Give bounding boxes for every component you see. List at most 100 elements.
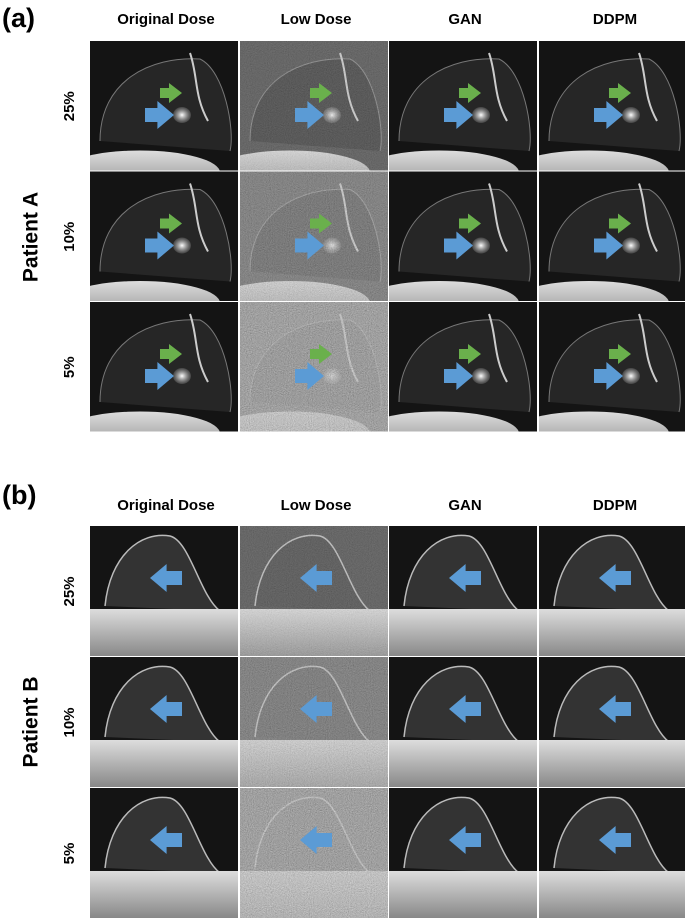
mri-image bbox=[240, 41, 388, 171]
mri-image bbox=[240, 788, 388, 918]
arrow bbox=[295, 231, 324, 260]
mri-image bbox=[240, 302, 388, 432]
mri-image bbox=[90, 526, 238, 656]
vessel bbox=[638, 313, 658, 383]
noise bbox=[240, 526, 388, 656]
vessel bbox=[488, 183, 508, 252]
mri-image bbox=[240, 171, 388, 301]
vessel bbox=[638, 52, 658, 122]
mri-image bbox=[539, 171, 685, 301]
mri-image bbox=[389, 302, 537, 432]
arrow bbox=[594, 231, 623, 260]
chest-wall bbox=[389, 150, 519, 171]
column-header: Original Dose bbox=[117, 497, 215, 514]
tissue-outline bbox=[398, 188, 531, 282]
arrow bbox=[459, 344, 481, 364]
arrow bbox=[444, 101, 473, 129]
arrow bbox=[609, 344, 631, 364]
mri-image bbox=[90, 302, 238, 432]
arrow bbox=[150, 826, 182, 854]
arrow bbox=[300, 564, 332, 592]
noise bbox=[240, 302, 388, 432]
arrow bbox=[449, 826, 481, 854]
patient-label: Patient B bbox=[20, 676, 43, 767]
arrow bbox=[609, 213, 631, 234]
row-label: 25% bbox=[61, 576, 78, 606]
chest-wall bbox=[539, 871, 685, 918]
mri-image bbox=[90, 788, 238, 918]
vessel bbox=[189, 313, 209, 383]
mri-image bbox=[389, 788, 537, 918]
panel-label: (b) bbox=[2, 480, 36, 510]
mri-image bbox=[240, 526, 388, 656]
arrow bbox=[310, 213, 332, 234]
row-label: 25% bbox=[61, 91, 78, 121]
row-label: 5% bbox=[61, 356, 78, 378]
arrow bbox=[459, 213, 481, 234]
chest-wall bbox=[389, 871, 537, 918]
column-header: Low Dose bbox=[281, 11, 352, 28]
mri-image bbox=[389, 526, 537, 656]
lesion bbox=[173, 368, 191, 384]
arrow bbox=[609, 83, 631, 103]
arrow bbox=[145, 101, 174, 129]
vessel bbox=[189, 183, 209, 252]
mri-image bbox=[539, 302, 685, 432]
arrow bbox=[300, 826, 332, 854]
column-header: DDPM bbox=[593, 497, 637, 514]
chest-wall bbox=[90, 150, 220, 171]
mri-image bbox=[389, 41, 537, 171]
arrow bbox=[599, 826, 631, 854]
lesion bbox=[173, 107, 191, 123]
tissue-outline bbox=[548, 188, 681, 282]
arrow bbox=[145, 362, 174, 390]
vessel bbox=[488, 313, 508, 383]
lesion bbox=[173, 237, 191, 254]
panel-label: (a) bbox=[2, 3, 35, 33]
mri-image bbox=[539, 526, 685, 656]
vessel bbox=[638, 183, 658, 252]
mri-image bbox=[389, 657, 537, 787]
arrow bbox=[160, 344, 182, 364]
mri-image bbox=[240, 657, 388, 787]
arrow bbox=[160, 213, 182, 234]
arrow bbox=[599, 695, 631, 723]
chest-wall bbox=[90, 411, 220, 432]
chest-wall bbox=[389, 609, 537, 656]
chest-wall bbox=[539, 609, 685, 656]
mri-image bbox=[389, 171, 537, 301]
lesion bbox=[472, 368, 490, 384]
row-label: 5% bbox=[61, 843, 78, 865]
mri-image bbox=[90, 171, 238, 301]
column-header: Original Dose bbox=[117, 11, 215, 28]
chest-wall bbox=[539, 150, 669, 171]
arrow bbox=[150, 564, 182, 592]
chest-wall bbox=[90, 871, 238, 918]
chest-wall bbox=[90, 609, 238, 656]
arrow bbox=[160, 83, 182, 103]
column-header: GAN bbox=[448, 11, 481, 28]
arrow bbox=[310, 344, 332, 364]
lesion bbox=[622, 368, 640, 384]
tissue-outline bbox=[398, 58, 531, 152]
vessel bbox=[189, 52, 209, 122]
noise bbox=[240, 41, 388, 171]
tissue-outline bbox=[99, 319, 232, 413]
tissue-outline bbox=[99, 188, 232, 282]
arrow bbox=[300, 695, 332, 723]
column-header: DDPM bbox=[593, 11, 637, 28]
chest-wall bbox=[539, 740, 685, 787]
chest-wall bbox=[539, 411, 669, 432]
chest-wall bbox=[90, 281, 220, 301]
column-header: Low Dose bbox=[281, 497, 352, 514]
arrow bbox=[449, 564, 481, 592]
chest-wall bbox=[90, 740, 238, 787]
lesion bbox=[622, 237, 640, 254]
arrow bbox=[295, 362, 324, 390]
arrow bbox=[599, 564, 631, 592]
patient-label: Patient A bbox=[20, 192, 43, 282]
arrow bbox=[310, 83, 332, 103]
arrow bbox=[145, 231, 174, 260]
lesion bbox=[622, 107, 640, 123]
